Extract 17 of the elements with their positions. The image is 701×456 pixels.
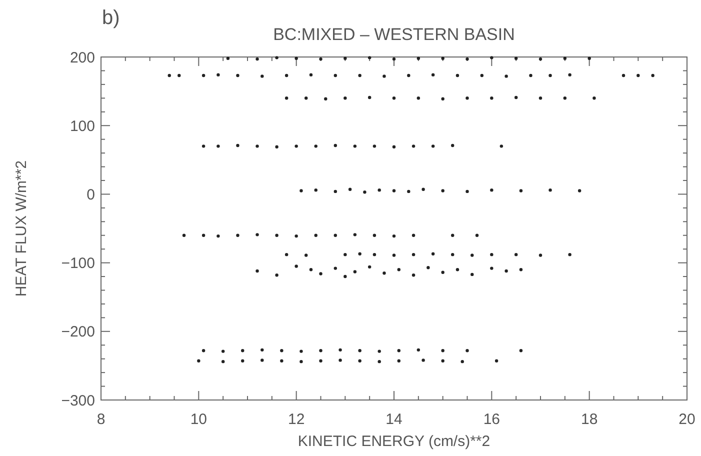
chart-title: BC:MIXED – WESTERN BASIN bbox=[273, 25, 515, 44]
x-tick-label: 12 bbox=[288, 411, 305, 428]
text: b) bbox=[102, 7, 120, 29]
y-tick-label: −200 bbox=[61, 324, 95, 341]
y-tick-label: −100 bbox=[61, 255, 95, 272]
x-tick-label: 10 bbox=[190, 411, 208, 428]
x-tick-label: 18 bbox=[580, 411, 598, 428]
y-axis-title: HEAT FLUX W/m**2 bbox=[13, 160, 30, 297]
x-axis-title: KINETIC ENERGY (cm/s)**2 bbox=[298, 433, 490, 450]
x-tick-label: 16 bbox=[483, 411, 500, 428]
y-tick-label: 200 bbox=[70, 49, 95, 66]
y-tick-label: 100 bbox=[70, 118, 95, 135]
y-tick-label: 0 bbox=[86, 186, 95, 204]
x-tick-label: 14 bbox=[386, 411, 402, 428]
x-tick-label: 20 bbox=[678, 411, 696, 428]
y-tick-label: −300 bbox=[61, 392, 95, 410]
x-tick-label: 8 bbox=[96, 411, 106, 428]
